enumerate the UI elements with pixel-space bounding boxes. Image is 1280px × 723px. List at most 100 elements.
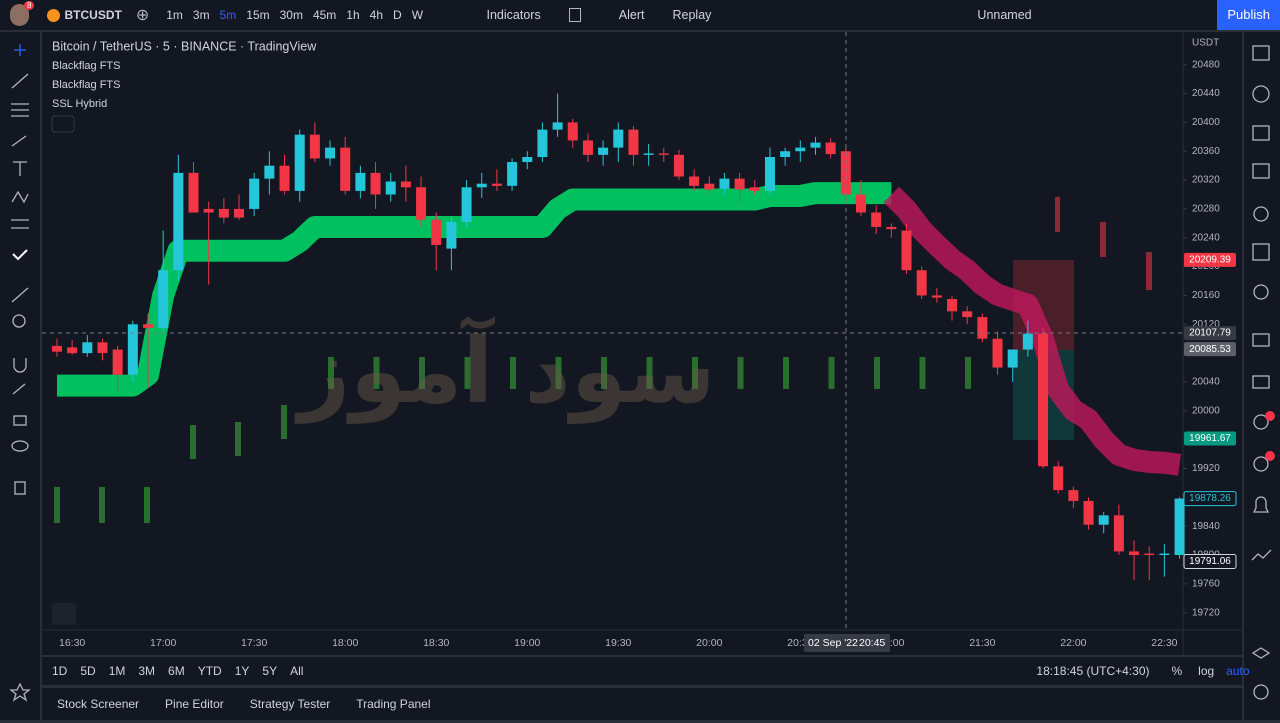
brush-tool[interactable] [11,135,27,147]
candle-body [810,142,821,148]
tab[interactable]: Pine Editor [165,697,224,711]
interval-button[interactable]: 3m [192,8,210,22]
streams-icon[interactable] [1252,375,1270,389]
interval-button[interactable]: 15m [246,8,270,22]
ideas-icon[interactable] [1253,284,1269,300]
currency[interactable]: USDT [1192,38,1219,49]
text-tool[interactable] [13,161,27,176]
interval-button[interactable]: W [411,8,424,22]
lock-tool[interactable] [13,415,27,426]
check-tool[interactable] [12,249,28,261]
price-label: 19878.26 [1189,493,1231,504]
y-tick-label: 19920 [1192,463,1220,474]
symbol-button[interactable]: BTCUSDT [46,8,122,22]
signal-bar [919,357,926,389]
zoom-tool[interactable] [12,314,26,328]
signal-bar [328,357,334,389]
interval-button[interactable]: 4h [369,8,384,22]
interval-button[interactable]: 45m [312,8,337,22]
alerts-icon[interactable] [1252,85,1270,103]
tab[interactable]: Strategy Tester [249,697,331,711]
ssl-band [883,186,1182,476]
percent-toggle[interactable]: % [1171,664,1183,678]
candle-body [1068,490,1079,501]
range-button[interactable]: 1Y [234,664,250,678]
interval-button[interactable]: 1h [346,8,360,22]
bot-icon[interactable] [1253,414,1269,430]
candle-body [840,151,851,195]
candle-body [795,147,806,152]
range-button[interactable]: 5D [80,664,96,678]
calendar-icon[interactable] [1252,243,1270,261]
candle-body [1007,349,1018,368]
price-label: 19791.06 [1189,556,1231,567]
interval-button[interactable]: 5m [219,8,237,22]
range-button[interactable]: 3M [138,664,156,678]
add-symbol[interactable]: ⊕ [135,7,150,24]
avatar[interactable]: 8 [10,1,35,26]
layers-icon[interactable] [1251,647,1271,659]
auto-toggle[interactable]: auto [1226,664,1250,678]
tab[interactable]: Stock Screener [57,697,140,711]
fib-tool[interactable] [11,103,29,117]
range-button[interactable]: YTD [197,664,222,678]
y-tick-label: 19720 [1192,607,1220,618]
price-label: 20085.53 [1189,344,1231,355]
y-tick-label: 20040 [1192,377,1220,388]
watchlist-icon[interactable] [1252,45,1270,61]
hotlist-icon[interactable] [1253,206,1269,222]
drawing-icons [9,44,31,702]
trash-tool[interactable] [14,481,26,495]
candle-body [370,172,381,195]
interval-button[interactable]: D [393,8,402,22]
trading-icon[interactable] [1251,549,1272,561]
lock-draw-tool[interactable] [12,383,26,395]
candle-body [218,208,229,218]
ruler-tool[interactable] [11,287,29,303]
indicators-button[interactable]: Indicators [486,8,541,22]
replay-button[interactable]: Replay [672,8,712,22]
candle-body [431,219,442,245]
signal-bar [737,357,744,389]
range-button[interactable]: All [290,664,304,678]
candle-body [1129,551,1140,556]
signal-bar [965,357,971,389]
help-icon[interactable] [1253,684,1269,700]
right-toolbar [1244,32,1280,720]
candle-body [309,134,320,159]
trend-tool[interactable] [11,73,29,89]
publish-button[interactable]: Publish [1217,0,1280,30]
candle-body [461,187,472,222]
signal-bar [464,357,471,389]
tv-logo[interactable] [52,603,76,625]
candle-body [855,194,866,213]
interval-button[interactable]: 30m [279,8,303,22]
news-icon[interactable] [1252,125,1270,141]
range-button[interactable]: 1D [52,664,68,678]
forecast-tool[interactable] [11,219,29,229]
broadcast-icon[interactable] [1253,456,1269,472]
layouts-icon[interactable] [568,8,581,22]
log-toggle[interactable]: log [1198,664,1215,678]
y-tick-label: 20400 [1192,117,1220,128]
pattern-tool[interactable] [11,190,29,204]
range-button[interactable]: 5Y [262,664,278,678]
range-button[interactable]: 6M [168,664,185,678]
magnet-tool[interactable] [13,358,27,373]
candle-body [416,187,427,220]
alert-button[interactable]: Alert [618,8,645,22]
range-button[interactable]: 1M [108,664,126,678]
interval-button[interactable]: 1m [166,8,183,22]
data-icon[interactable] [1252,163,1270,179]
x-tick-label: 21:30 [969,637,995,649]
watchlist-star[interactable] [9,682,31,702]
tab[interactable]: Trading Panel [356,697,431,711]
x-tick-label: 18:00 [332,637,358,649]
eye-tool[interactable] [11,440,29,452]
candle-body [643,153,654,155]
cursor-tool[interactable] [14,44,26,56]
layout-name[interactable]: Unnamed [977,8,1032,22]
collapse-legend[interactable] [51,115,75,133]
chat-icon[interactable] [1252,333,1270,347]
notifications-icon[interactable] [1252,496,1270,513]
